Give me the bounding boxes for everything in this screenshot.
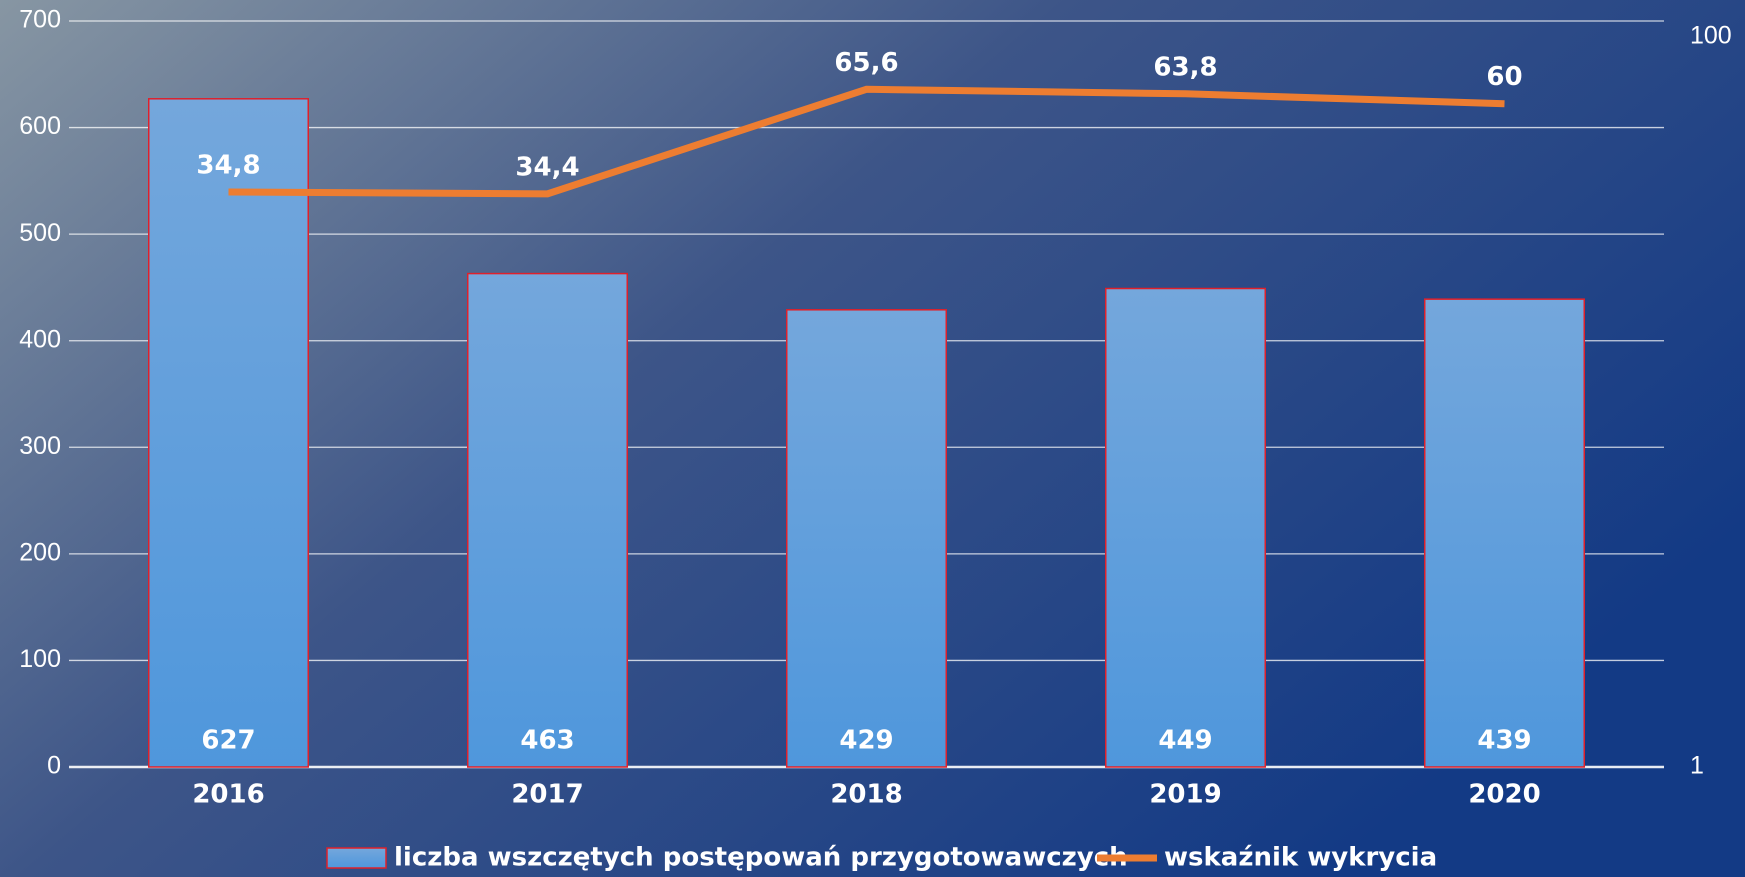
bar-value-label: 463 <box>520 726 574 756</box>
bar <box>467 272 628 768</box>
bar <box>1424 298 1585 768</box>
line-value-label: 60 <box>1486 62 1522 92</box>
x-tick-label: 2020 <box>1468 780 1540 810</box>
x-tick-label: 2017 <box>511 780 583 810</box>
line-value-label: 34,4 <box>515 152 579 182</box>
bar <box>1105 287 1266 768</box>
x-tick-label: 2018 <box>830 780 902 810</box>
legend-label: wskaźnik wykrycia <box>1164 843 1437 873</box>
y-tick-label: 700 <box>19 6 61 34</box>
bar <box>786 309 947 768</box>
y-tick-label: 100 <box>19 645 61 673</box>
y-tick-label: 300 <box>19 432 61 460</box>
line <box>228 85 1505 198</box>
x-tick-label: 2016 <box>192 780 264 810</box>
legend-label: liczba wszczętych postępowań przygotowaw… <box>394 843 1128 873</box>
legend-swatch <box>326 847 387 869</box>
y-tick-label: 200 <box>19 538 61 566</box>
bar-value-label: 449 <box>1158 726 1212 756</box>
line-value-label: 65,6 <box>834 48 898 78</box>
y2-tick-label: 1 <box>1690 752 1704 780</box>
bar <box>148 98 309 768</box>
bar-value-label: 627 <box>201 726 255 756</box>
x-tick-label: 2019 <box>1149 780 1221 810</box>
bar-value-label: 429 <box>839 726 893 756</box>
y-tick-label: 600 <box>19 112 61 140</box>
bar-value-label: 439 <box>1477 726 1531 756</box>
y-tick-label: 500 <box>19 219 61 247</box>
y-tick-label: 400 <box>19 325 61 353</box>
line-value-label: 63,8 <box>1153 52 1217 82</box>
y2-tick-label: 100 <box>1690 22 1732 50</box>
line-value-label: 34,8 <box>196 150 260 180</box>
y-tick-label: 0 <box>47 752 61 780</box>
